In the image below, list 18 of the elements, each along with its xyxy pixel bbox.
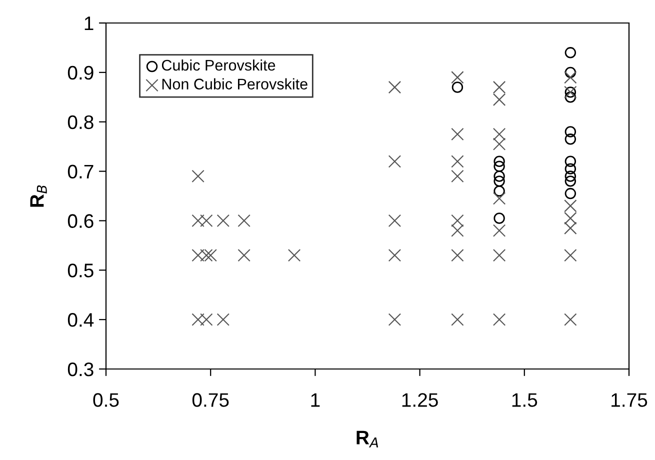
x-tick-label: 1 — [311, 393, 320, 407]
y-tick-label: 1 — [84, 16, 94, 30]
legend-label: Non Cubic Perovskite — [162, 78, 308, 90]
y-axis-title: R$_{B}$ — [30, 185, 47, 207]
y-tick-label: 0.5 — [68, 264, 94, 278]
y-tick-label: 0.8 — [68, 115, 94, 130]
y-tick-label: 0.9 — [68, 66, 94, 80]
x-axis-title: R$_{A}$ — [356, 430, 378, 448]
x-tick-label: 1.5 — [512, 393, 538, 407]
x-tick-label: 0.5 — [93, 393, 119, 407]
x-tick-label: 0.75 — [192, 393, 229, 407]
x-tick-label: 1.75 — [612, 393, 648, 407]
y-tick-label: 0.3 — [68, 362, 94, 376]
legend-label: Cubic Perovskite — [162, 59, 276, 71]
y-tick-label: 0.4 — [68, 313, 94, 327]
x-tick-label: 1.25 — [402, 393, 438, 407]
y-tick-label: 0.7 — [68, 164, 94, 179]
y-tick-label: 0.6 — [68, 214, 94, 228]
